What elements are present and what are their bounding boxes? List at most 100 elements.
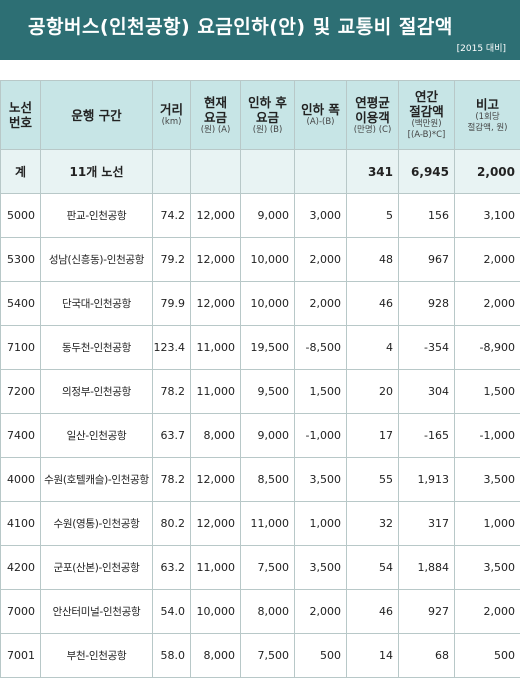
reduction-cell: 3,000 <box>295 194 347 238</box>
new-fare-cell: 7,500 <box>241 546 295 590</box>
empty-cell <box>153 150 191 194</box>
route-section: 군포(산본)-인천공항 <box>41 546 153 590</box>
column-header-unit: (백만원) [(A-B)*C] <box>399 119 454 141</box>
distance-cell: 63.7 <box>153 414 191 458</box>
column-header-unit: (1회당 절감액, 원) <box>455 112 520 134</box>
note-cell: 2,000 <box>455 590 520 634</box>
riders-cell: 48 <box>347 238 399 282</box>
note-cell: 2,000 <box>455 238 520 282</box>
route-section: 단국대-인천공항 <box>41 282 153 326</box>
new-fare-cell: 19,500 <box>241 326 295 370</box>
distance-cell: 54.0 <box>153 590 191 634</box>
savings-cell: 1,884 <box>399 546 455 590</box>
savings-cell: 928 <box>399 282 455 326</box>
note-cell: 1,500 <box>455 370 520 414</box>
current-fare-cell: 11,000 <box>191 546 241 590</box>
savings-cell: 967 <box>399 238 455 282</box>
title-banner: 공항버스(인천공항) 요금인하(안) 및 교통비 절감액 [2015 대비] <box>0 0 520 60</box>
current-fare-cell: 12,000 <box>191 194 241 238</box>
distance-cell: 79.2 <box>153 238 191 282</box>
column-header-label: 현재 요금 <box>204 95 227 125</box>
reduction-cell: 3,500 <box>295 546 347 590</box>
column-header-label: 거리 <box>160 102 183 117</box>
savings-cell: 304 <box>399 370 455 414</box>
route-number: 4100 <box>1 502 41 546</box>
riders-cell: 14 <box>347 634 399 678</box>
empty-cell <box>241 150 295 194</box>
note-cell: -8,900 <box>455 326 520 370</box>
route-section: 성남(신흥동)-인천공항 <box>41 238 153 282</box>
column-header: 인하 폭(A)-(B) <box>295 81 347 150</box>
total-row: 계 11개 노선 341 6,945 2,000 <box>1 150 520 194</box>
column-header: 운행 구간 <box>41 81 153 150</box>
empty-cell <box>191 150 241 194</box>
savings-cell: -354 <box>399 326 455 370</box>
reduction-cell: 500 <box>295 634 347 678</box>
note-cell: 3,500 <box>455 546 520 590</box>
route-number: 4000 <box>1 458 41 502</box>
note-cell: -1,000 <box>455 414 520 458</box>
distance-cell: 58.0 <box>153 634 191 678</box>
savings-cell: 68 <box>399 634 455 678</box>
current-fare-cell: 8,000 <box>191 414 241 458</box>
reduction-cell: -1,000 <box>295 414 347 458</box>
new-fare-cell: 8,000 <box>241 590 295 634</box>
column-header: 현재 요금(원) (A) <box>191 81 241 150</box>
route-section: 의정부-인천공항 <box>41 370 153 414</box>
new-fare-cell: 9,500 <box>241 370 295 414</box>
savings-cell: 317 <box>399 502 455 546</box>
new-fare-cell: 10,000 <box>241 282 295 326</box>
total-riders: 341 <box>347 150 399 194</box>
distance-cell: 123.4 <box>153 326 191 370</box>
distance-cell: 80.2 <box>153 502 191 546</box>
column-header: 연간 절감액(백만원) [(A-B)*C] <box>399 81 455 150</box>
reduction-cell: 2,000 <box>295 282 347 326</box>
note-cell: 500 <box>455 634 520 678</box>
route-section: 판교-인천공항 <box>41 194 153 238</box>
total-note: 2,000 <box>455 150 520 194</box>
riders-cell: 54 <box>347 546 399 590</box>
reduction-cell: 1,500 <box>295 370 347 414</box>
route-section: 수원(호텔캐슬)-인천공항 <box>41 458 153 502</box>
column-header-label: 노선 번호 <box>9 100 32 130</box>
riders-cell: 46 <box>347 590 399 634</box>
column-header-unit: (km) <box>153 117 190 128</box>
route-number: 7001 <box>1 634 41 678</box>
new-fare-cell: 11,000 <box>241 502 295 546</box>
savings-cell: 927 <box>399 590 455 634</box>
current-fare-cell: 8,000 <box>191 634 241 678</box>
current-fare-cell: 11,000 <box>191 326 241 370</box>
riders-cell: 32 <box>347 502 399 546</box>
route-number: 4200 <box>1 546 41 590</box>
column-header: 비고(1회당 절감액, 원) <box>455 81 520 150</box>
column-header-label: 운행 구간 <box>71 108 121 123</box>
route-section: 부천-인천공항 <box>41 634 153 678</box>
savings-cell: 156 <box>399 194 455 238</box>
column-header-label: 연평균 이용객 <box>355 95 390 125</box>
note-cell: 3,500 <box>455 458 520 502</box>
page-title: 공항버스(인천공항) 요금인하(안) 및 교통비 절감액 <box>28 12 453 39</box>
reduction-cell: -8,500 <box>295 326 347 370</box>
new-fare-cell: 9,000 <box>241 414 295 458</box>
route-number: 7100 <box>1 326 41 370</box>
route-number: 7000 <box>1 590 41 634</box>
riders-cell: 4 <box>347 326 399 370</box>
savings-cell: 1,913 <box>399 458 455 502</box>
reduction-cell: 2,000 <box>295 590 347 634</box>
new-fare-cell: 9,000 <box>241 194 295 238</box>
route-section: 동두천-인천공항 <box>41 326 153 370</box>
note-cell: 2,000 <box>455 282 520 326</box>
route-number: 5000 <box>1 194 41 238</box>
current-fare-cell: 11,000 <box>191 370 241 414</box>
riders-cell: 20 <box>347 370 399 414</box>
